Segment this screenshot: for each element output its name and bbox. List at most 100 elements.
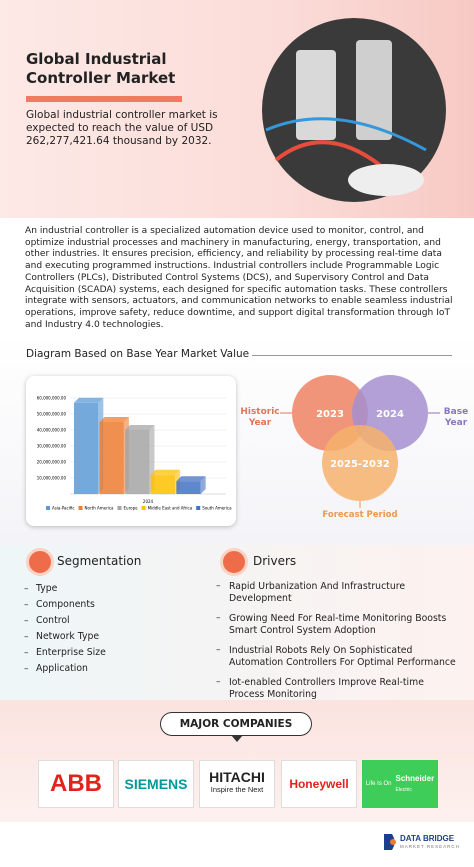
bar-top xyxy=(150,469,181,475)
driver-text: Rapid Urbanization And Infrastructure De… xyxy=(229,581,406,604)
driver-item: – Iot-enabled Controllers Improve Real-ti… xyxy=(216,677,461,700)
y-tick-label: 20,000,000.00 xyxy=(37,460,67,465)
segment-item: – Control xyxy=(24,613,194,629)
bar xyxy=(74,402,99,494)
legend-label: Europe xyxy=(124,506,139,511)
bullet: – xyxy=(24,616,29,626)
bar-top xyxy=(99,417,129,422)
bullet: – xyxy=(216,613,221,623)
diagram-heading: Diagram Based on Base Year Market Value xyxy=(26,348,250,360)
segment-item: – Network Type xyxy=(24,629,194,645)
driver-text: Growing Need For Real-time Monitoring Bo… xyxy=(229,613,447,636)
triangle xyxy=(231,735,243,742)
legend-swatch xyxy=(46,506,50,510)
driver-text: Industrial Robots Rely On Sophisticated … xyxy=(229,645,456,668)
bullet: – xyxy=(24,648,29,658)
segmentation-title: Segmentation xyxy=(57,554,142,568)
segment-text: Network Type xyxy=(36,631,100,643)
year: 2025-2032 xyxy=(330,459,390,470)
hitachi-name: HITACHI xyxy=(209,769,265,785)
bullet: – xyxy=(216,645,221,655)
logo-schneider: Life Is On Schneider Electric xyxy=(362,760,438,808)
legend-label: Asia-Pacific xyxy=(52,506,75,511)
circle-forecast xyxy=(322,425,398,501)
chart: 10,000,000.00 20,000,000.00 30,000,000.00 4… xyxy=(37,396,232,511)
header-image xyxy=(262,18,446,202)
bar-top xyxy=(74,397,104,403)
driver-item: – Growing Need For Real-time Monitoring B… xyxy=(216,613,461,636)
footer-icon xyxy=(384,834,396,850)
year: 2023 xyxy=(316,409,344,420)
legend-label: Middle East and Africa xyxy=(148,506,193,511)
label-base: Base Year xyxy=(443,407,469,428)
label-historic: Historic Year xyxy=(240,407,280,428)
legend-swatch xyxy=(141,506,146,510)
bullet: – xyxy=(24,632,29,642)
legend-swatch xyxy=(78,506,83,510)
timeline: 2023 2024 2025-2032 Historic Year Base Y… xyxy=(240,375,469,520)
legend-swatch xyxy=(117,506,122,510)
segment-text: Enterprise Size xyxy=(36,647,106,659)
driver-list: – Rapid Urbanization And Infrastructure D… xyxy=(216,581,461,709)
drivers-icon xyxy=(220,548,248,576)
bar-top xyxy=(125,425,155,430)
label-forecast: Forecast Period xyxy=(322,510,397,520)
bullet: – xyxy=(24,664,29,674)
schneider-tagline: Life Is On xyxy=(365,781,392,787)
segment-item: – Type xyxy=(24,581,194,597)
bar xyxy=(176,481,201,494)
glove xyxy=(348,164,424,196)
segment-item: – Enterprise Size xyxy=(24,645,194,661)
y-tick-label: 10,000,000.00 xyxy=(37,476,67,481)
footer-dot xyxy=(390,839,396,845)
footer-tagline: MARKET RESEARCH xyxy=(400,844,460,849)
schneider-electric: Electric xyxy=(395,786,412,793)
title: Global Industrial Controller Market xyxy=(26,50,176,87)
segment-list: – Type – Components – Control – Network Type – En… xyxy=(24,581,194,677)
wire xyxy=(274,140,388,172)
hitachi-tagline: Inspire the Next xyxy=(210,785,264,794)
segment-text: Application xyxy=(36,663,88,675)
legend-label: South America xyxy=(202,506,232,511)
wire xyxy=(265,117,427,152)
device xyxy=(356,40,392,140)
summary: Global industrial controller market is e… xyxy=(26,109,218,147)
y-tick-label: 60,000,000.00 xyxy=(37,396,67,401)
segmentation-icon xyxy=(26,548,54,576)
driver-item: – Rapid Urbanization And Infrastructure D… xyxy=(216,581,461,604)
y-tick-label: 40,000,000.00 xyxy=(37,428,67,433)
driver-item: – Industrial Robots Rely On Sophisticated… xyxy=(216,645,461,668)
year: 2024 xyxy=(376,409,404,420)
schneider-name: Schneider Electric xyxy=(395,773,435,794)
bar xyxy=(99,422,124,494)
y-tick-label: 50,000,000.00 xyxy=(37,412,67,417)
accent-bar xyxy=(26,96,182,102)
bullet: – xyxy=(24,584,29,594)
drivers-title: Drivers xyxy=(253,554,297,568)
legend-swatch xyxy=(196,506,201,510)
description: An industrial controller is a specialize… xyxy=(25,226,453,330)
logo-hitachi: HITACHI Inspire the Next xyxy=(199,760,275,808)
segment-item: – Application xyxy=(24,661,194,677)
segment-text: Type xyxy=(36,583,58,595)
bar xyxy=(125,430,150,494)
legend-label: North America xyxy=(85,506,115,511)
schneider-word: Schneider xyxy=(395,773,435,783)
x-tick-label: 2024 xyxy=(143,499,154,504)
bar-side xyxy=(200,476,206,494)
pointer xyxy=(231,735,243,742)
bullet: – xyxy=(216,677,221,687)
device xyxy=(296,50,336,140)
bullet: – xyxy=(216,581,221,591)
bar xyxy=(150,474,176,494)
logo-honeywell: Honeywell xyxy=(281,760,357,808)
rule xyxy=(252,355,452,356)
segment-text: Components xyxy=(36,599,95,611)
companies-title: MAJOR COMPANIES xyxy=(160,712,312,736)
footer-brand: DATA BRIDGE xyxy=(400,834,455,843)
driver-text: Iot-enabled Controllers Improve Real-tim… xyxy=(229,677,424,700)
segment-text: Control xyxy=(36,615,70,627)
y-tick-label: 30,000,000.00 xyxy=(37,444,67,449)
logo-siemens: SIEMENS xyxy=(118,760,194,808)
